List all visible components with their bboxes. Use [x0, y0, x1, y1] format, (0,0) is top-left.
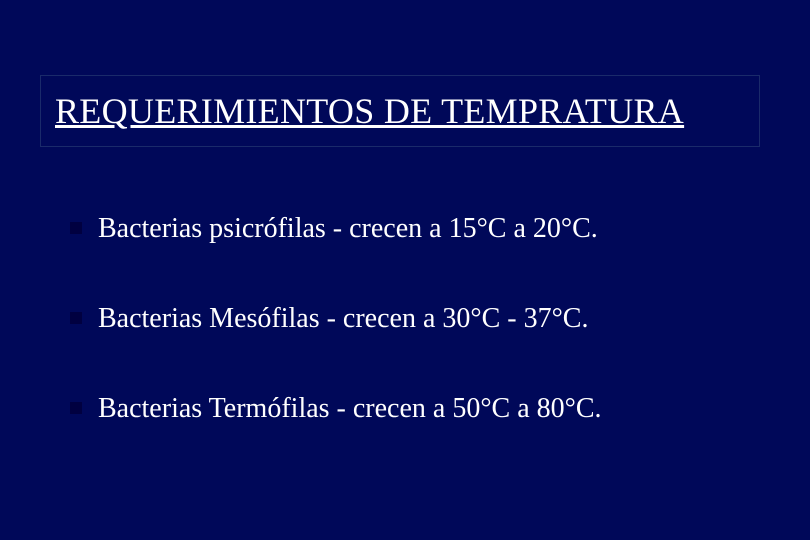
bullet-icon [70, 312, 82, 324]
bullet-list: Bacterias psicrófilas - crecen a 15°C a … [70, 210, 750, 479]
bullet-text: Bacterias Mesófilas - crecen a 30°C - 37… [98, 300, 588, 338]
title-container: REQUERIMIENTOS DE TEMPRATURA [40, 75, 760, 147]
list-item: Bacterias psicrófilas - crecen a 15°C a … [70, 210, 750, 248]
bullet-icon [70, 222, 82, 234]
list-item: Bacterias Termófilas - crecen a 50°C a 8… [70, 390, 750, 428]
bullet-text: Bacterias psicrófilas - crecen a 15°C a … [98, 210, 598, 248]
list-item: Bacterias Mesófilas - crecen a 30°C - 37… [70, 300, 750, 338]
bullet-text: Bacterias Termófilas - crecen a 50°C a 8… [98, 390, 602, 428]
bullet-icon [70, 402, 82, 414]
slide-title: REQUERIMIENTOS DE TEMPRATURA [55, 90, 684, 132]
